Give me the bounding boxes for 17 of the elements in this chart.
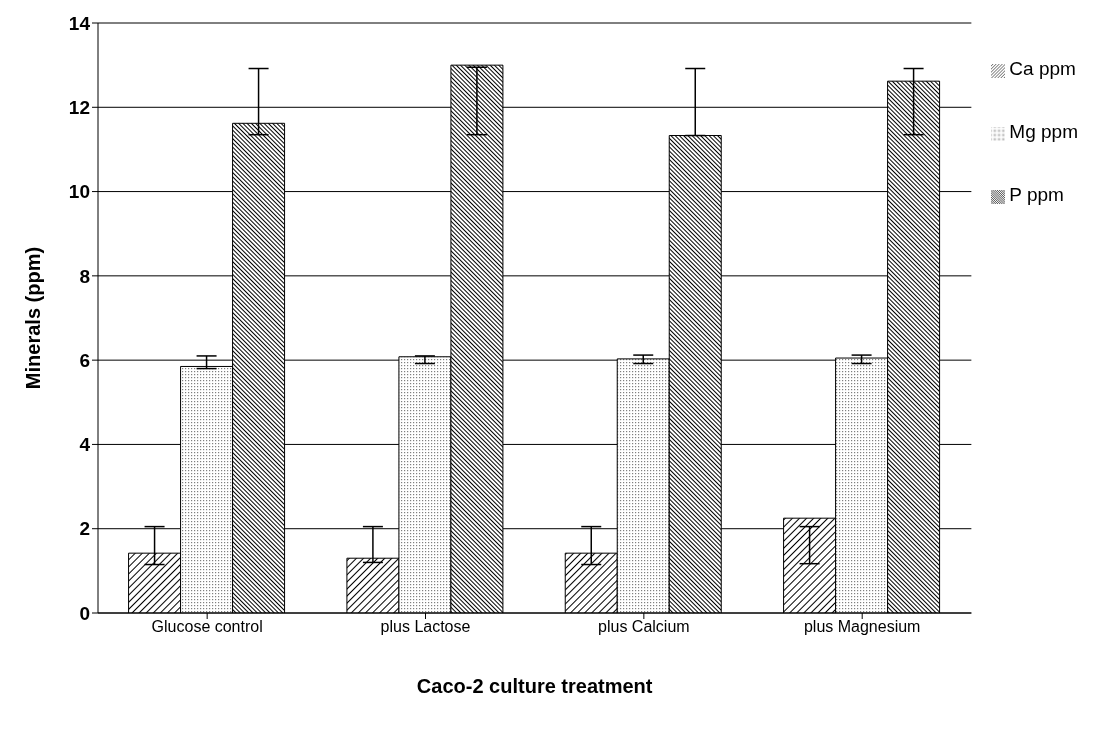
x-tick-label: plus Magnesium bbox=[803, 618, 921, 636]
x-tick-label: plus Calcium bbox=[598, 618, 690, 636]
y-tick-label: 4 bbox=[79, 434, 91, 456]
x-tick-label: Glucose control bbox=[151, 618, 263, 636]
y-tick-label: 12 bbox=[68, 97, 90, 119]
x-axis-title: Caco-2 culture treatment bbox=[416, 675, 653, 697]
x-tick-label: plus Lactose bbox=[380, 618, 471, 636]
legend-label: Mg ppm bbox=[1009, 121, 1078, 142]
y-tick-label: 2 bbox=[79, 518, 90, 540]
y-tick-label: 10 bbox=[68, 181, 90, 203]
y-tick-label: 14 bbox=[68, 12, 91, 34]
y-tick-label: 8 bbox=[79, 265, 90, 287]
y-axis-title: Minerals (ppm) bbox=[22, 246, 45, 390]
y-tick-label: 0 bbox=[79, 602, 90, 624]
legend-label: Ca ppm bbox=[1009, 58, 1076, 79]
legend-label: P ppm bbox=[1009, 184, 1064, 205]
y-tick-label: 6 bbox=[79, 349, 90, 371]
